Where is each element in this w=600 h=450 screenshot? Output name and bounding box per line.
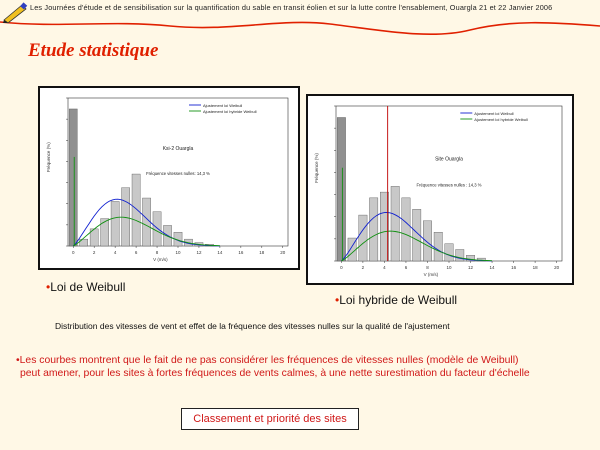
pencil-icon <box>3 2 28 24</box>
figure-caption: Distribution des vitesses de vent et eff… <box>55 321 450 331</box>
series-weibull-line <box>72 198 220 247</box>
chart-weibull-label: •Loi de Weibull <box>46 280 126 294</box>
bar <box>455 249 465 262</box>
x-axis-label: V (m/s) <box>424 272 439 277</box>
x-tick-label: 10 <box>446 265 452 270</box>
bar <box>152 211 162 247</box>
chart-hybrid-label: •Loi hybride de Weibull <box>335 293 458 307</box>
bullet-icon: • <box>46 280 51 294</box>
x-tick-label: 16 <box>238 250 244 255</box>
chart-annotation-frequency: Fréquence vitesses nulles: 14,3 % <box>146 171 210 176</box>
bar <box>358 214 368 262</box>
x-tick-label: 14 <box>490 265 496 270</box>
series-hybrid-line <box>341 230 493 262</box>
x-tick-label: 12 <box>468 265 474 270</box>
x-tick-label: 4 <box>114 250 117 255</box>
chart-annotation-frequency: Fréquence vitesses nulles : 14,3 % <box>417 183 482 188</box>
x-tick-label: 2 <box>362 265 365 270</box>
x-tick-label: 2 <box>93 250 96 255</box>
conclusion-line-2: peut amener, pour les sites à fortes fré… <box>20 368 530 379</box>
y-axis-label: Fréquence (%) <box>314 153 319 183</box>
bar <box>433 232 443 262</box>
bar <box>68 108 78 247</box>
bar <box>390 186 400 262</box>
legend-entry: Ajustement loi hybride Weibull <box>474 117 528 122</box>
bar <box>336 117 346 262</box>
legend-entry: Ajustement loi hybride Weibull <box>203 109 257 114</box>
x-tick-label: 6 <box>405 265 408 270</box>
bar <box>423 220 432 262</box>
bar <box>412 209 422 262</box>
legend-entry: Ajustement loi Weibull <box>203 103 242 108</box>
header-text: Les Journées d'étude et de sensibilisati… <box>30 3 553 12</box>
next-slide-link[interactable]: Classement et priorité des sites <box>181 408 359 430</box>
bar <box>380 191 389 262</box>
bar <box>79 238 88 247</box>
legend-entry: Ajustement loi Weibull <box>474 111 513 116</box>
chart-weibull-plot: 0 2 4 6 8 10 12 14 16 18 20 Ajustement loi WeibullA… <box>46 97 289 262</box>
series-weibull-line <box>341 212 493 262</box>
bar <box>142 197 151 247</box>
chart-annotation-site: Site Ouargla <box>435 156 463 162</box>
chart-annotation-site: Ksi-2 Ouargla <box>163 146 194 152</box>
header-wave <box>0 21 600 36</box>
x-tick-label: 20 <box>280 250 286 255</box>
conclusion-line-1: •Les courbes montrent que le fait de ne … <box>16 355 519 366</box>
x-tick-label: 10 <box>175 250 181 255</box>
x-tick-label: 18 <box>533 265 539 270</box>
x-tick-label: 8 <box>156 250 159 255</box>
y-axis-label: Fréquence (%) <box>46 142 51 172</box>
x-tick-label: 20 <box>554 265 560 270</box>
x-tick-label: 6 <box>135 250 138 255</box>
x-tick-label: 8 <box>426 265 429 270</box>
bar <box>466 255 475 262</box>
x-tick-label: 18 <box>259 250 265 255</box>
bar <box>131 173 141 247</box>
x-tick-label: 12 <box>196 250 202 255</box>
x-tick-label: 0 <box>340 265 343 270</box>
chart-hybrid-weibull: 0 2 4 6 8 10 12 14 16 18 20 Ajustement loi Weibull A… <box>306 94 574 285</box>
bar <box>110 201 120 247</box>
x-tick-label: 14 <box>217 250 223 255</box>
x-tick-label: 16 <box>511 265 517 270</box>
x-axis-label: V (m/s) <box>153 257 168 262</box>
chart-weibull: 0 2 4 6 8 10 12 14 16 18 20 Ajustement loi Weibull A… <box>38 86 300 270</box>
x-tick-label: 0 <box>72 250 75 255</box>
x-tick-label: 4 <box>383 265 386 270</box>
bar <box>369 197 379 262</box>
bullet-icon: • <box>335 293 340 307</box>
bar <box>401 197 411 262</box>
chart-hybrid-weibull-plot: 0 2 4 6 8 10 12 14 16 18 20 Ajustement loi WeibullA… <box>314 105 563 277</box>
page-title: Etude statistique <box>28 40 159 61</box>
series-hybrid-line <box>72 216 220 247</box>
conclusion-note: •Les courbes montrent que le fait de ne … <box>16 354 596 380</box>
bar <box>444 243 454 262</box>
bar <box>100 218 109 247</box>
